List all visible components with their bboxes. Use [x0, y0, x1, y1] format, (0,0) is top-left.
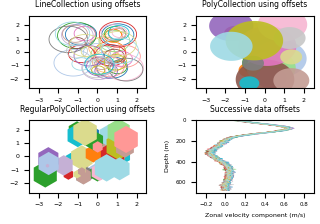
X-axis label: Zonal velocity component (m/s): Zonal velocity component (m/s) [204, 213, 305, 218]
Y-axis label: Depth (m): Depth (m) [165, 140, 170, 172]
Title: PolyCollection using offsets: PolyCollection using offsets [202, 0, 308, 9]
Title: LineCollection using offsets: LineCollection using offsets [35, 0, 140, 9]
Title: RegularPolyCollection using offsets: RegularPolyCollection using offsets [20, 105, 155, 114]
Title: Successive data offsets: Successive data offsets [210, 105, 300, 114]
